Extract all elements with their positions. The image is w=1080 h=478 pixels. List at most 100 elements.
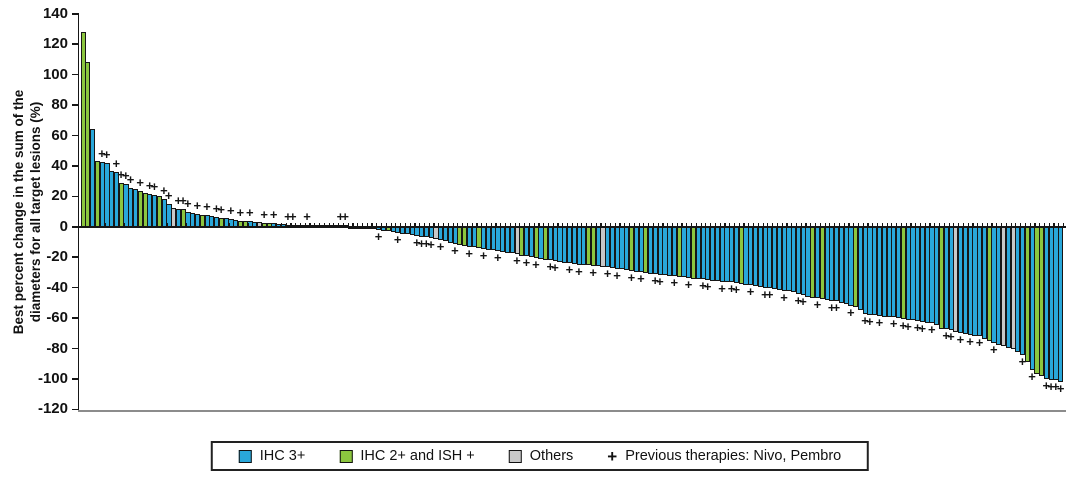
baseline-tick xyxy=(762,223,764,227)
baseline-tick xyxy=(896,223,898,227)
y-axis-tick xyxy=(72,195,78,198)
baseline-tick xyxy=(476,223,478,227)
legend-item-ihc3: IHC 3+ xyxy=(238,448,305,464)
baseline-tick xyxy=(352,223,354,227)
baseline-tick xyxy=(929,223,931,227)
baseline-tick xyxy=(152,223,154,227)
bottom-spine xyxy=(78,410,1066,412)
baseline-tick xyxy=(1015,223,1017,227)
baseline-tick xyxy=(1024,223,1027,227)
baseline-tick xyxy=(619,223,621,227)
y-axis-tick-label: -40 xyxy=(46,278,68,296)
baseline-tick xyxy=(705,223,707,227)
previous-therapy-plus-marker: + xyxy=(827,299,836,315)
baseline-tick xyxy=(104,223,106,227)
previous-therapy-plus-marker: + xyxy=(451,243,459,259)
baseline-tick xyxy=(714,223,717,227)
baseline-tick xyxy=(967,223,969,227)
baseline-tick xyxy=(690,223,693,227)
y-axis-tick-label: 100 xyxy=(42,65,68,83)
legend: IHC 3+ IHC 2+ and ISH + Others + Previou… xyxy=(210,441,870,471)
y-axis-title-line2: diameters for all target lesions (%) xyxy=(28,101,43,323)
baseline-tick xyxy=(872,223,874,227)
previous-therapy-plus-marker: + xyxy=(465,245,473,261)
baseline-tick xyxy=(614,223,616,227)
previous-therapy-plus-marker: + xyxy=(417,235,426,251)
baseline-tick xyxy=(786,223,788,227)
baseline-tick xyxy=(495,223,497,227)
previous-therapy-plus-marker: + xyxy=(174,192,183,208)
baseline-tick xyxy=(1058,223,1060,227)
baseline-tick xyxy=(342,223,344,227)
baseline-tick xyxy=(366,223,368,227)
baseline-tick xyxy=(805,223,807,227)
previous-therapy-plus-marker: + xyxy=(98,146,106,162)
previous-therapy-plus-marker: + xyxy=(546,259,555,275)
baseline-tick xyxy=(271,223,273,227)
baseline-tick xyxy=(185,223,187,227)
baseline-tick xyxy=(233,223,235,227)
previous-therapy-plus-marker: + xyxy=(427,237,435,253)
previous-therapy-plus-marker: + xyxy=(150,178,159,194)
baseline-tick xyxy=(380,223,383,227)
previous-therapy-plus-marker: + xyxy=(928,322,936,338)
baseline-tick xyxy=(848,223,850,227)
baseline-tick xyxy=(667,223,669,227)
baseline-tick xyxy=(500,223,502,227)
y-axis-spine xyxy=(77,13,80,411)
previous-therapy-plus-marker: + xyxy=(284,208,292,224)
baseline-tick xyxy=(638,223,640,227)
baseline-tick xyxy=(791,223,793,227)
baseline-tick xyxy=(743,223,745,227)
baseline-tick xyxy=(357,223,359,227)
baseline-tick xyxy=(609,223,612,227)
previous-therapy-plus-marker: + xyxy=(589,264,597,280)
baseline-tick xyxy=(524,223,526,227)
previous-therapy-plus-marker: + xyxy=(651,273,659,289)
baseline-tick xyxy=(266,223,268,227)
previous-therapy-plus-marker: + xyxy=(889,316,898,332)
waterfall-bar xyxy=(1058,226,1064,382)
previous-therapy-plus-marker: + xyxy=(866,314,874,330)
baseline-tick xyxy=(686,223,688,227)
y-axis-tick-label: -100 xyxy=(37,369,68,387)
baseline-tick xyxy=(662,223,664,227)
baseline-tick xyxy=(147,223,149,227)
baseline-tick xyxy=(462,223,464,227)
previous-therapy-plus-marker: + xyxy=(532,256,540,272)
baseline-tick xyxy=(142,223,144,227)
baseline-tick xyxy=(776,223,779,227)
baseline-tick xyxy=(471,223,473,227)
previous-therapy-plus-marker: + xyxy=(813,297,822,313)
baseline-tick xyxy=(671,223,674,227)
baseline-tick xyxy=(533,223,535,227)
baseline-tick xyxy=(867,223,869,227)
baseline-tick xyxy=(700,223,702,227)
baseline-tick xyxy=(977,223,979,227)
baseline-tick xyxy=(1063,223,1065,227)
baseline-tick xyxy=(752,223,755,227)
baseline-tick xyxy=(710,223,712,227)
previous-therapy-plus-marker: + xyxy=(1042,377,1051,393)
previous-therapy-plus-marker: + xyxy=(145,178,154,194)
previous-therapy-plus-marker: + xyxy=(727,281,736,297)
baseline-tick xyxy=(652,223,655,227)
baseline-tick xyxy=(876,223,879,227)
baseline-tick xyxy=(972,223,974,227)
baseline-tick xyxy=(1000,223,1003,227)
baseline-tick xyxy=(323,223,325,227)
baseline-tick xyxy=(171,223,173,227)
baseline-tick xyxy=(772,223,774,227)
previous-therapy-plus-marker: + xyxy=(899,317,908,333)
baseline-tick xyxy=(881,223,883,227)
previous-therapy-plus-marker: + xyxy=(136,175,144,191)
baseline-tick xyxy=(214,223,216,227)
previous-therapy-plus-marker: + xyxy=(947,329,955,345)
baseline-tick xyxy=(543,223,545,227)
y-axis-tick-label: 20 xyxy=(51,187,68,205)
baseline-tick xyxy=(166,223,168,227)
baseline-tick xyxy=(209,223,211,227)
previous-therapy-plus-marker: + xyxy=(575,263,583,279)
previous-therapy-plus-marker: + xyxy=(513,253,521,269)
baseline-tick xyxy=(853,223,855,227)
